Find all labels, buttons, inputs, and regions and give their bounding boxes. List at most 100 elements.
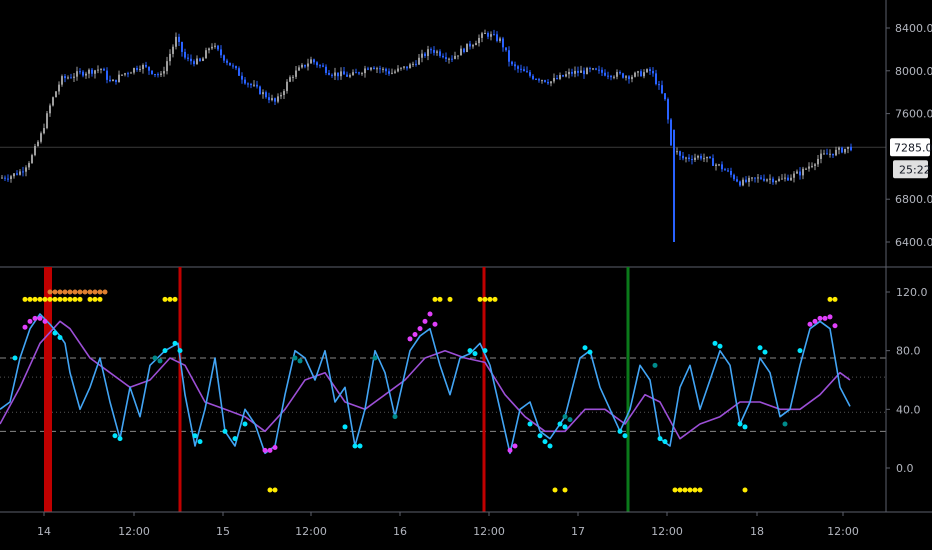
price-candle [301,64,303,68]
price-candle [622,73,624,78]
osc-signal-dot [742,424,748,430]
price-candle [28,163,30,168]
osc-signal-dot [52,296,58,302]
price-candle [73,76,75,78]
price-candle [250,83,252,86]
price-candle [760,177,762,179]
price-axis-label: 7600.0 [895,108,932,121]
price-candle [844,148,846,153]
price-candle [10,176,12,180]
price-candle [475,43,477,46]
price-candle [796,171,798,174]
osc-signal-dot [827,314,833,320]
price-candle [751,177,753,179]
price-candle [634,72,636,77]
price-candle [370,67,372,70]
price-candle [649,69,651,72]
osc-signal-dot [62,296,68,302]
price-candle [670,119,672,146]
price-candle [691,159,693,161]
price-candle [799,171,801,176]
price-candle [520,68,522,70]
osc-signal-dot [392,414,398,420]
price-candle [355,72,357,74]
price-candle [7,178,9,180]
price-candle [166,61,168,72]
price-candle [403,66,405,68]
osc-signal-dot [42,296,48,302]
osc-signal-dot [112,433,118,439]
osc-signal-dot [692,487,698,493]
price-pane[interactable] [0,29,886,242]
osc-signal-dot [272,444,278,450]
osc-series [0,313,851,455]
osc-signal-dot [687,487,693,493]
price-candle [616,72,618,77]
osc-signal-dot [717,343,723,349]
price-candle [157,74,159,76]
osc-signal-dot [762,349,768,355]
price-candle [331,74,333,76]
price-candle [571,71,573,74]
price-candle [193,61,195,65]
osc-signal-dot [27,318,33,324]
osc-signal-dot [162,296,168,302]
osc-signal-dot [292,355,298,361]
price-candle [199,58,201,61]
price-candle [421,53,423,58]
osc-signal-dot [32,315,38,321]
osc-signal-dot [22,324,28,330]
price-candle [544,80,546,82]
price-candle [154,74,156,76]
price-candle [319,65,321,67]
price-candle [742,179,744,186]
osc-signal-dot [482,296,488,302]
price-candle [109,79,111,82]
x-axis[interactable]: 14 12:00 15 12:00 16 12:00 17 12:00 18 12:00 [37,512,859,538]
osc-series-line [0,313,851,455]
price-candle [133,68,135,73]
oscillator-pane[interactable] [0,267,886,512]
price-candle [502,38,504,48]
price-candle [238,68,240,76]
osc-signal-dot [232,436,238,442]
osc-signal-dot [87,289,93,295]
osc-y-axis[interactable]: 0.0 40.0 80.0 120.0 [886,286,928,475]
price-candle [100,68,102,70]
price-candle [121,74,123,76]
price-candle [658,84,660,86]
price-candle [106,70,108,80]
price-y-axis[interactable]: 6400.0 6800.0 7600.0 8000.0 8400.0 [886,22,932,249]
price-candle [646,69,648,73]
osc-signal-dot [117,436,123,442]
price-candle [553,78,555,82]
osc-signal-dot [27,296,33,302]
price-candle [337,72,339,77]
price-candle [565,74,567,77]
osc-signal-dot [97,289,103,295]
osc-vertical-marker [482,267,486,512]
x-axis-label: 17 [571,525,585,538]
price-candle [397,68,399,72]
price-candle [292,76,294,78]
price-candle [472,45,474,47]
price-candle [721,164,723,170]
price-candle [211,46,213,49]
osc-levels [0,357,886,432]
osc-signal-dot [82,289,88,295]
price-candle [595,68,597,70]
osc-signal-dot [52,289,58,295]
osc-signal-dot [37,296,43,302]
price-candle [55,91,57,98]
osc-signal-dot [222,428,228,434]
osc-signal-dot [447,296,453,302]
price-candle [274,98,276,102]
price-candle [208,48,210,51]
price-candle [433,49,435,53]
osc-signal-dot [92,296,98,302]
price-candle [277,96,279,102]
price-candle [586,68,588,75]
price-candle [517,66,519,69]
osc-signal-dot [52,330,58,336]
